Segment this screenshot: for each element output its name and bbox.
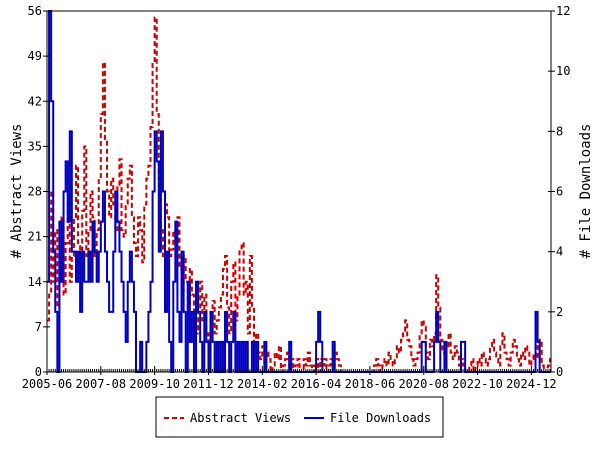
plot-frame xyxy=(46,10,552,373)
x-tick-label: 2014-02 xyxy=(237,377,288,391)
y2-axis-label: # File Downloads xyxy=(578,124,594,259)
y2-tick-label: 2 xyxy=(556,305,563,319)
y-tick-label: 42 xyxy=(28,94,42,108)
y-tick-label: 28 xyxy=(28,185,42,199)
y-tick-label: 56 xyxy=(28,4,42,18)
y-tick-label: 14 xyxy=(28,275,42,289)
x-tick-label: 2018-06 xyxy=(345,377,396,391)
y2-tick-label: 8 xyxy=(556,124,563,138)
y2-tick-label: 0 xyxy=(556,365,563,379)
legend: Abstract Views File Downloads xyxy=(155,396,444,438)
legend-label-downloads: File Downloads xyxy=(330,411,431,425)
x-tick-label: 2005-06 xyxy=(22,377,73,391)
series-line-file-downloads xyxy=(47,10,551,373)
ticks-layer: 2005-06 2007-08 2009-10 2011-12 2014-02 2016-… xyxy=(22,4,571,391)
y-tick-label: 0 xyxy=(35,365,42,379)
y2-tick-label: 6 xyxy=(556,185,563,199)
x-tick-label: 2020-08 xyxy=(398,377,449,391)
series-line-abstract-views xyxy=(47,16,552,373)
x-tick-label: 2007-08 xyxy=(76,377,127,391)
x-tick-label: 2024-12 xyxy=(506,377,557,391)
x-tick-label: 2016-04 xyxy=(291,377,342,391)
y-axis-label: # Abstract Views xyxy=(9,124,25,259)
legend-box xyxy=(155,396,444,438)
y-tick-label: 7 xyxy=(35,320,42,334)
series-layer xyxy=(47,10,552,373)
y2-tick-label: 4 xyxy=(556,245,563,259)
legend-label-views: Abstract Views xyxy=(190,411,291,425)
y-tick-label: 21 xyxy=(28,230,42,244)
x-tick-label: 2022-10 xyxy=(452,377,503,391)
y2-tick-label: 12 xyxy=(556,4,570,18)
x-tick-label: 2009-10 xyxy=(129,377,180,391)
y2-tick-label: 10 xyxy=(556,64,570,78)
y-tick-label: 35 xyxy=(28,139,42,153)
x-tick-label: 2011-12 xyxy=(183,377,234,391)
y-tick-label: 49 xyxy=(28,49,42,63)
